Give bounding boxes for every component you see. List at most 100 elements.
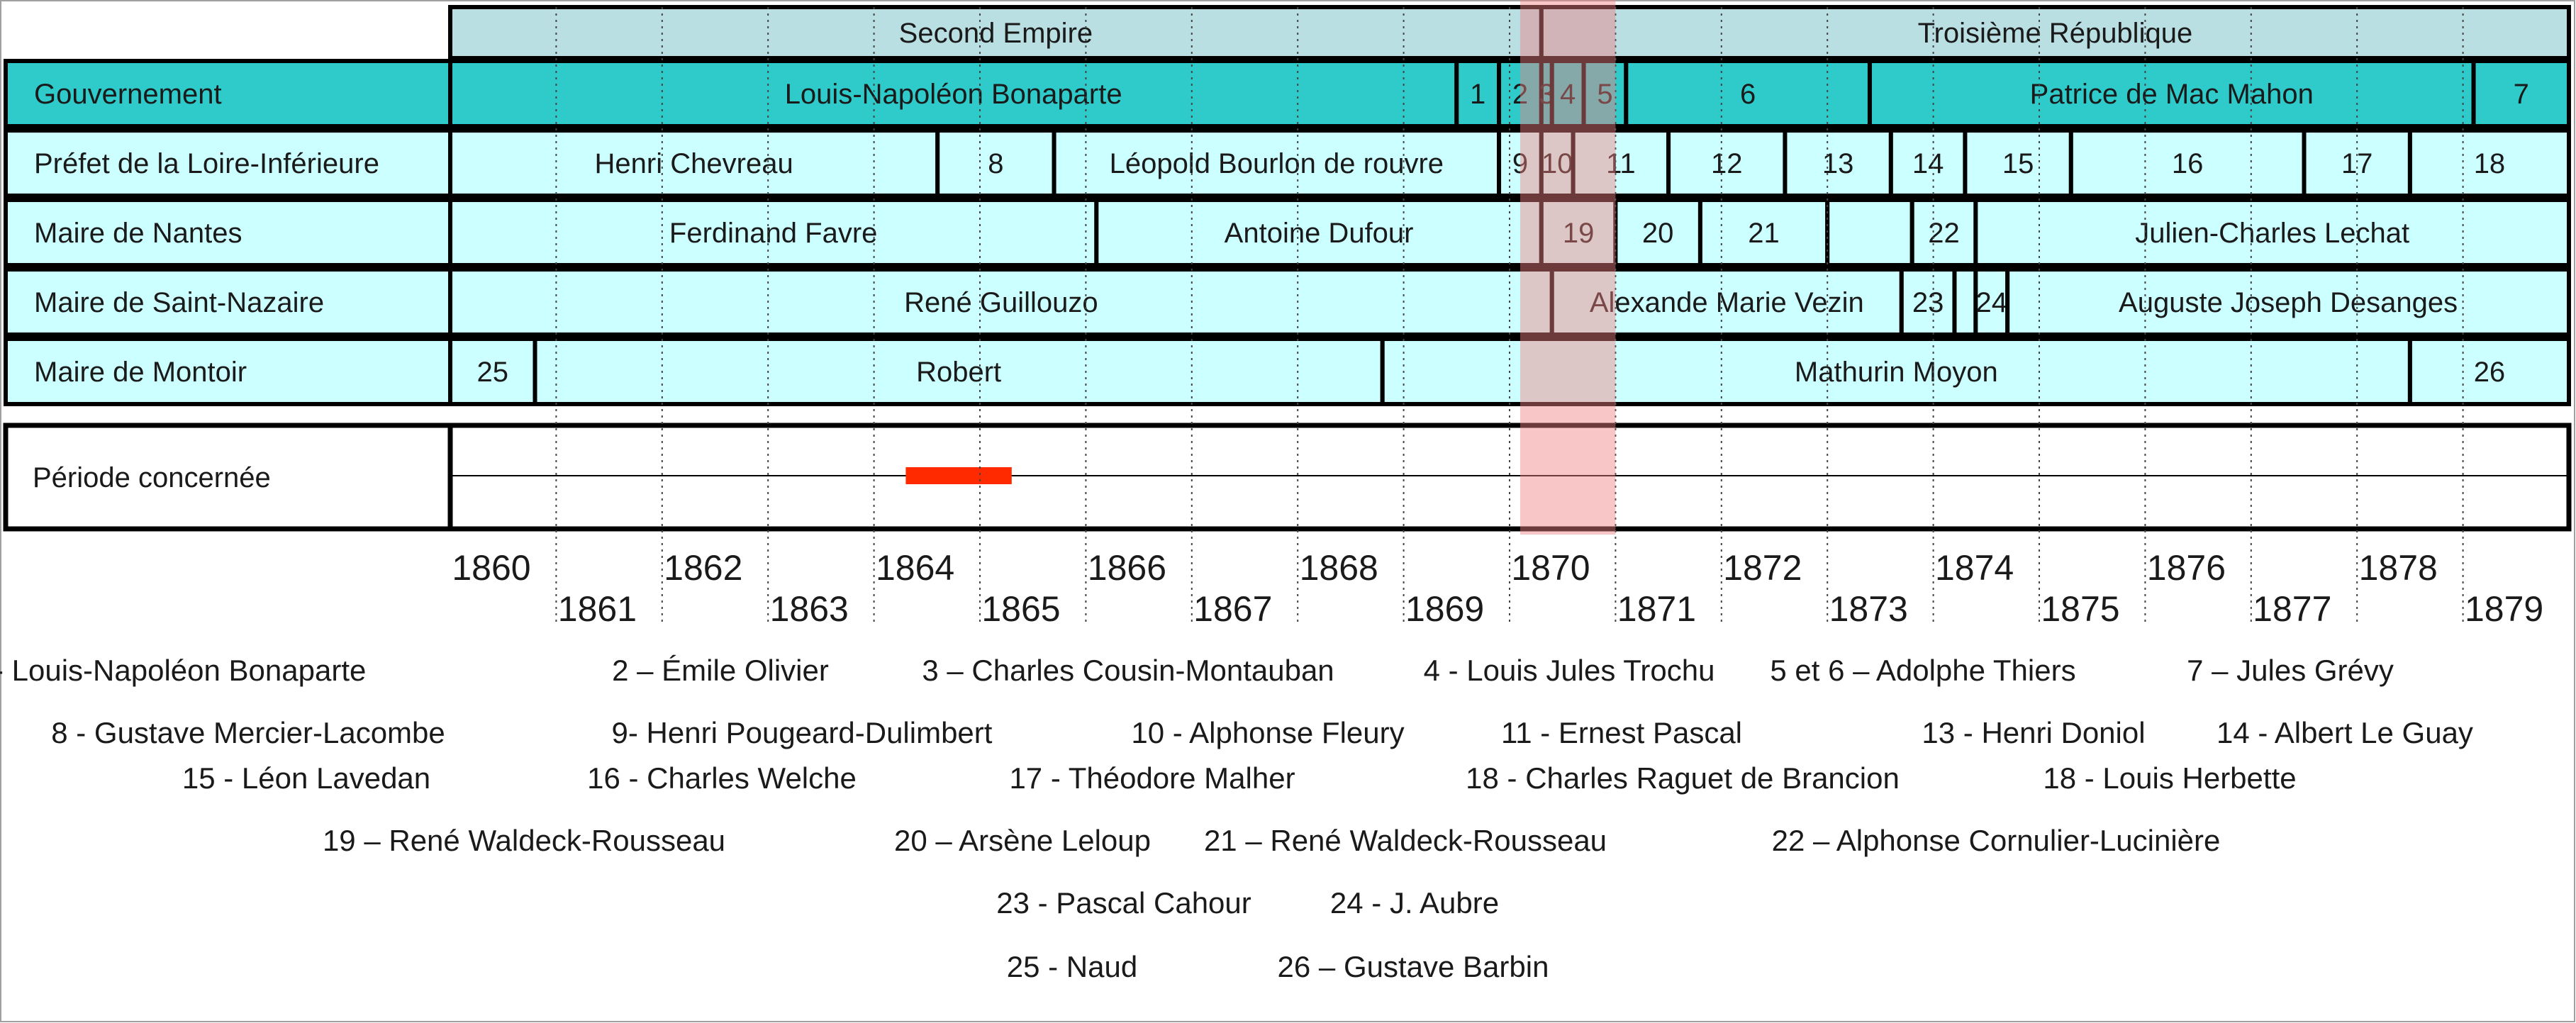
term-segment (533, 337, 1385, 406)
legend-entry: 21 – René Waldeck-Rousseau (1204, 824, 1607, 857)
legend-entry: 9- Henri Pougeard-Dulimbert (612, 716, 993, 749)
term-label: 10 (1541, 148, 1573, 179)
term-label: Alexande Marie Vezin (1590, 287, 1864, 318)
year-label: 1874 (1935, 548, 2014, 588)
term-label: Robert (916, 357, 1001, 388)
period-label: Période concernée (33, 462, 271, 493)
legend-entry: 18 - Louis Herbette (2043, 761, 2296, 795)
term-label: 21 (1748, 218, 1780, 249)
term-segment (1094, 198, 1544, 267)
term-segment (1454, 59, 1502, 128)
term-label: 20 (1642, 218, 1674, 249)
year-label: 1861 (558, 589, 637, 629)
term-segment (1539, 128, 1576, 198)
period-bar (905, 467, 1012, 484)
term-label: 12 (1711, 148, 1743, 179)
term-segment (2068, 128, 2307, 198)
term-label: 23 (1912, 287, 1944, 318)
legend-entry: 23 - Pascal Cahour (996, 886, 1251, 919)
term-segment (448, 128, 940, 198)
row-label: Préfet de la Loire-Inférieure (34, 148, 379, 179)
legend-entry: 24 - J. Aubre (1330, 886, 1499, 919)
legend-entry: 4 - Louis Jules Trochu (1424, 654, 1715, 687)
year-label: 1868 (1300, 548, 1378, 588)
row-label: Maire de Nantes (34, 218, 242, 249)
term-label: 16 (2172, 148, 2204, 179)
year-label: 1872 (1723, 548, 1802, 588)
term-segment (1571, 128, 1671, 198)
term-segment (1952, 267, 1978, 337)
term-segment (1973, 198, 2572, 267)
year-label: 1876 (2147, 548, 2226, 588)
regime-band (1539, 5, 2572, 60)
term-label: 8 (988, 148, 1003, 179)
term-segment (1624, 59, 1872, 128)
year-label: 1879 (2465, 589, 2543, 629)
year-label: 1873 (1829, 589, 1908, 629)
term-segment (935, 128, 1056, 198)
term-label: 1 (1470, 79, 1485, 110)
term-segment (2407, 337, 2571, 406)
legend-entry: 11 - Ernest Pascal (1501, 716, 1742, 749)
legend-entry: 16 - Charles Welche (587, 761, 857, 795)
term-label: 4 (1560, 79, 1576, 110)
term-segment (1497, 128, 1544, 198)
term-segment (448, 59, 1459, 128)
term-label: Mathurin Moyon (1795, 357, 1998, 388)
legend-entry: 2 – Émile Olivier (612, 654, 829, 687)
legend-entry: 18 - Charles Raguet de Brancion (1466, 761, 1900, 795)
term-label: Louis-Napoléon Bonaparte (785, 79, 1122, 110)
term-label: 9 (1512, 148, 1528, 179)
regime-band (448, 5, 1544, 60)
regime-label: Second Empire (899, 18, 1093, 49)
term-label: Auguste Joseph Desanges (2119, 287, 2458, 318)
regime-label: Troisième République (1918, 18, 2193, 49)
year-label: 1869 (1405, 589, 1484, 629)
year-label: 1860 (452, 548, 530, 588)
term-segment (448, 267, 1554, 337)
legend-entry: 7 – Jules Grévy (2187, 654, 2394, 687)
term-label: 26 (2474, 357, 2506, 388)
year-label: 1878 (2359, 548, 2438, 588)
legend-entry: 10 - Alphonse Fleury (1131, 716, 1404, 749)
legend-entry: 19 – René Waldeck-Rousseau (323, 824, 725, 857)
term-segment (1963, 128, 2073, 198)
period-cell (447, 423, 2572, 532)
legend-entry: 5 et 6 – Adolphe Thiers (1770, 654, 2075, 687)
term-segment (1052, 128, 1502, 198)
row-label: Maire de Montoir (34, 357, 247, 388)
term-segment (2005, 267, 2571, 337)
legend-entry: 1- Louis-Napoléon Bonaparte (0, 654, 366, 687)
term-segment (1825, 198, 1914, 267)
legend-entry: 3 – Charles Cousin-Montauban (922, 654, 1334, 687)
term-label: 25 (477, 357, 509, 388)
term-label: 11 (1606, 148, 1636, 179)
legend-entry: 25 - Naud (1007, 950, 1137, 983)
term-label: 19 (1563, 218, 1595, 249)
row-label-cell (4, 267, 452, 337)
term-label: 6 (1740, 79, 1756, 110)
term-label: Henri Chevreau (595, 148, 793, 179)
legend-entry: 13 - Henri Doniol (1922, 716, 2145, 749)
legend-entry: 22 – Alphonse Cornulier-Lucinière (1772, 824, 2221, 857)
term-segment (2471, 59, 2572, 128)
legend-entry: 14 - Albert Le Guay (2217, 716, 2473, 749)
legend-entry: 20 – Arsène Leloup (894, 824, 1151, 857)
row-label-cell (4, 198, 452, 267)
year-label: 1877 (2253, 589, 2331, 629)
term-segment (1973, 267, 2010, 337)
term-label: 18 (2474, 148, 2506, 179)
term-segment (1380, 337, 2412, 406)
year-label: 1864 (876, 548, 954, 588)
year-label: 1865 (981, 589, 1060, 629)
term-label: Julien-Charles Lechat (2135, 218, 2409, 249)
term-segment (2407, 128, 2571, 198)
year-label: 1870 (1511, 548, 1590, 588)
row-label: Gouvernement (34, 79, 222, 110)
legend-entry: 15 - Léon Lavedan (182, 761, 430, 795)
year-label: 1867 (1193, 589, 1272, 629)
period-label-cell (3, 423, 453, 532)
